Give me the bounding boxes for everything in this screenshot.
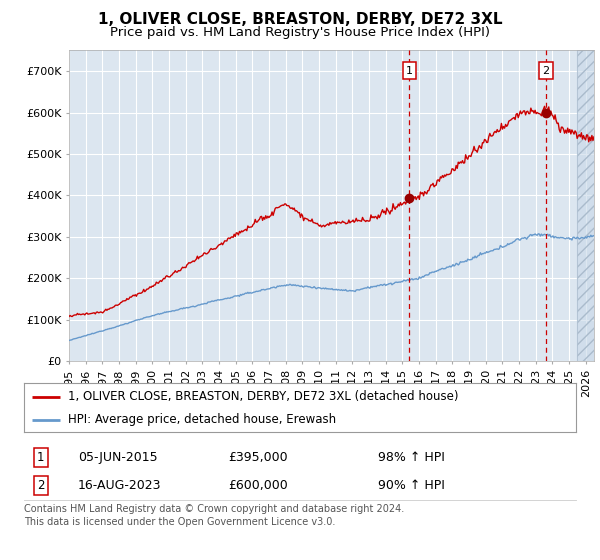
- Bar: [577, 50, 600, 361]
- Text: 05-JUN-2015: 05-JUN-2015: [78, 451, 158, 464]
- Text: 98% ↑ HPI: 98% ↑ HPI: [378, 451, 445, 464]
- Text: 2: 2: [37, 479, 44, 492]
- Text: 16-AUG-2023: 16-AUG-2023: [78, 479, 161, 492]
- Text: £395,000: £395,000: [228, 451, 287, 464]
- Text: 1: 1: [37, 451, 44, 464]
- Text: 2: 2: [542, 66, 550, 76]
- Text: Price paid vs. HM Land Registry's House Price Index (HPI): Price paid vs. HM Land Registry's House …: [110, 26, 490, 39]
- Text: 90% ↑ HPI: 90% ↑ HPI: [378, 479, 445, 492]
- Bar: [577, 50, 600, 361]
- Text: 1: 1: [406, 66, 413, 76]
- Text: HPI: Average price, detached house, Erewash: HPI: Average price, detached house, Erew…: [68, 413, 336, 427]
- Text: 1, OLIVER CLOSE, BREASTON, DERBY, DE72 3XL (detached house): 1, OLIVER CLOSE, BREASTON, DERBY, DE72 3…: [68, 390, 458, 403]
- Text: Contains HM Land Registry data © Crown copyright and database right 2024.
This d: Contains HM Land Registry data © Crown c…: [24, 504, 404, 527]
- Text: £600,000: £600,000: [228, 479, 288, 492]
- Text: 1, OLIVER CLOSE, BREASTON, DERBY, DE72 3XL: 1, OLIVER CLOSE, BREASTON, DERBY, DE72 3…: [98, 12, 502, 27]
